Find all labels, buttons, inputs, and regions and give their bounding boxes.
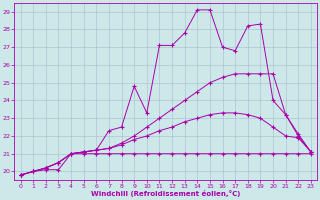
X-axis label: Windchill (Refroidissement éolien,°C): Windchill (Refroidissement éolien,°C) [91,190,240,197]
